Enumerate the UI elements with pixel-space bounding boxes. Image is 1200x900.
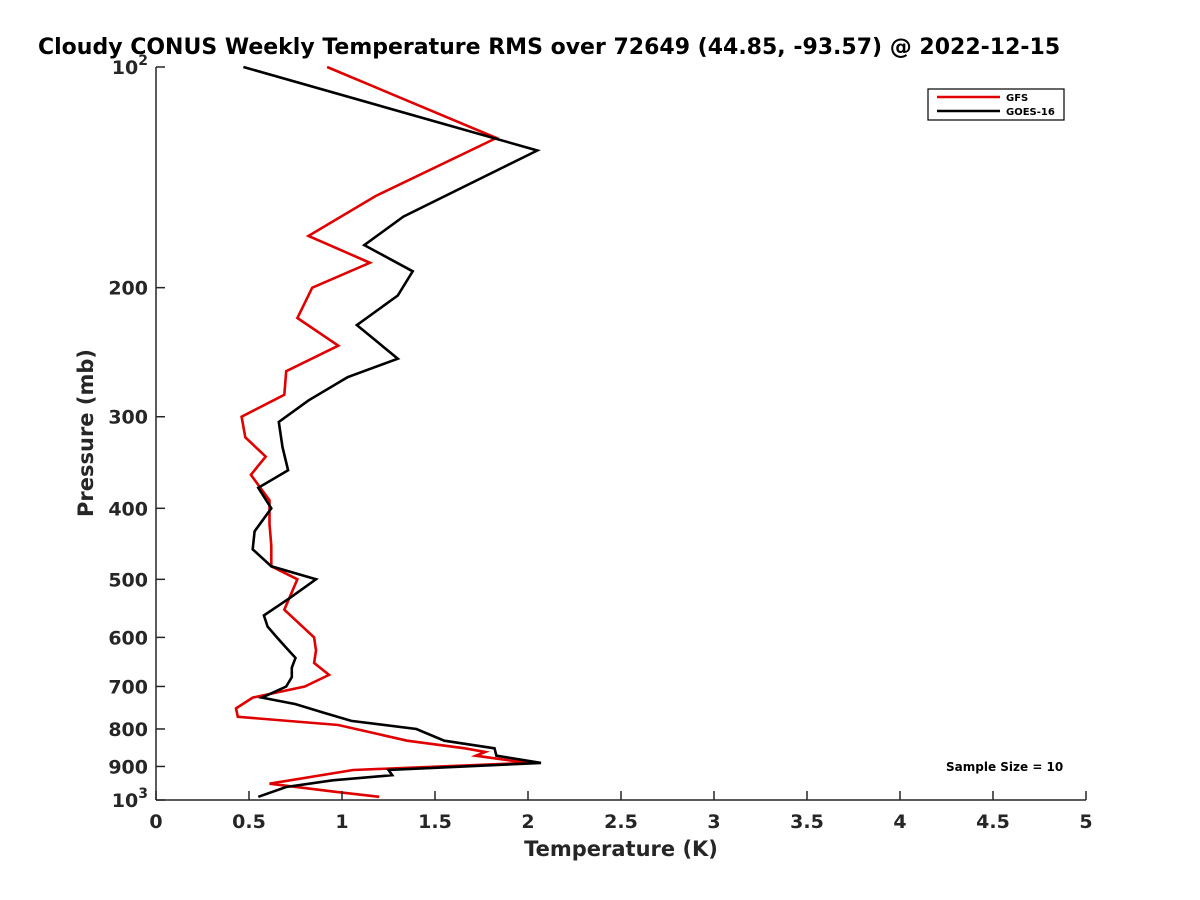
y-axis-label: Pressure (mb) xyxy=(74,349,98,517)
x-tick-label: 3 xyxy=(707,811,720,833)
series-line-gfs xyxy=(234,65,529,799)
y-tick-label: 600 xyxy=(108,627,148,649)
sample-size-annotation: Sample Size = 10 xyxy=(946,760,1063,774)
x-tick-label: 1 xyxy=(335,811,348,833)
y-tick-label: 500 xyxy=(108,569,148,591)
x-tick-label: 4.5 xyxy=(976,811,1010,833)
legend: GFS GOES-16 xyxy=(927,88,1065,121)
legend-label-gfs: GFS xyxy=(1006,93,1028,104)
chart-title: Cloudy CONUS Weekly Temperature RMS over… xyxy=(38,35,1060,60)
y-tick-label: 103 xyxy=(112,786,148,812)
x-tick-label: 0.5 xyxy=(232,811,266,833)
y-tick-label: 700 xyxy=(108,676,148,698)
legend-label-goes16: GOES-16 xyxy=(1006,107,1055,118)
legend-box xyxy=(927,88,1065,121)
x-tick-label: 3.5 xyxy=(790,811,824,833)
x-tick-label: 5 xyxy=(1079,811,1092,833)
y-tick-label: 400 xyxy=(108,498,148,520)
y-tick-label: 200 xyxy=(108,278,148,300)
x-tick-label: 2 xyxy=(521,811,534,833)
x-tick-label: 2.5 xyxy=(604,811,638,833)
y-tick-label: 300 xyxy=(108,407,148,429)
x-tick-label: 4 xyxy=(893,811,906,833)
y-axis-ticks: 102 200 300 400 500 600 700 800 900 103 xyxy=(108,53,165,812)
y-tick-label: 900 xyxy=(108,756,148,778)
series-line-goes16 xyxy=(243,65,542,799)
x-tick-label: 0 xyxy=(149,811,162,833)
x-axis-ticks: 0 0.5 1 1.5 2 2.5 3 3.5 4 4.5 5 xyxy=(149,791,1093,833)
y-tick-label: 800 xyxy=(108,719,148,741)
x-axis-label: Temperature (K) xyxy=(524,837,718,861)
plot-lines xyxy=(234,65,542,799)
y-tick-label: 102 xyxy=(112,53,148,79)
x-tick-label: 1.5 xyxy=(418,811,452,833)
